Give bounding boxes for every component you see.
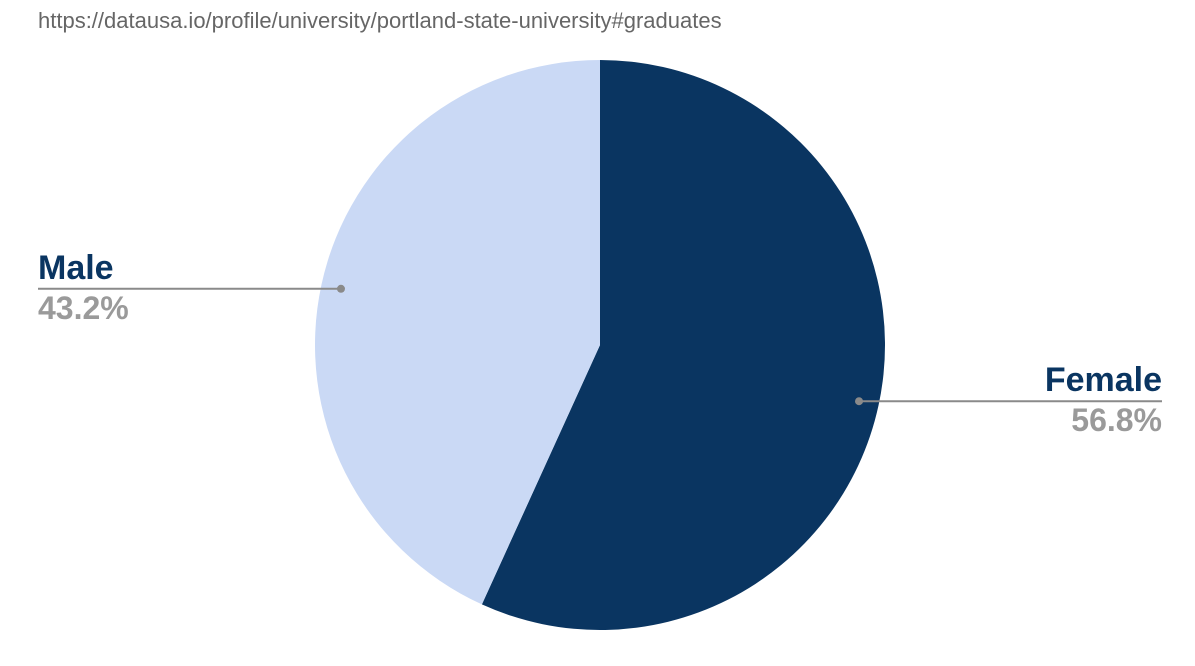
leader-dot-female: [855, 397, 864, 406]
pie-slice-female: [481, 60, 886, 631]
slice-value-male: 43.2%: [38, 290, 129, 326]
pie-slice-male: [315, 60, 600, 605]
leader-dot-male: [336, 284, 345, 293]
slice-label-female: Female: [1045, 361, 1162, 399]
slice-label-male: Male: [38, 249, 114, 287]
pie-slices: [315, 60, 886, 631]
slice-value-female: 56.8%: [1071, 402, 1162, 438]
source-url: https://datausa.io/profile/university/po…: [38, 8, 722, 33]
